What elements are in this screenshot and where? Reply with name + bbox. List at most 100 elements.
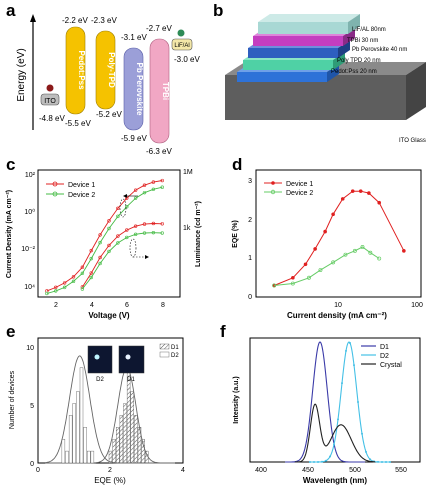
tpbi-label: TPBi	[161, 82, 170, 100]
luminance-point-device-1	[116, 234, 120, 238]
eqe-point-device-1	[291, 275, 295, 280]
spectrum-point-d2	[353, 364, 355, 367]
luminance-point-device-2	[98, 261, 102, 266]
eqe-point-device-2	[343, 252, 348, 257]
y2-tick-label: 1k	[183, 225, 191, 232]
luminance-line-device-1	[82, 223, 163, 288]
jv-point-device-2	[116, 214, 120, 219]
spectrum-point-d2	[337, 418, 339, 421]
y2-axis-label: Luminance (cd m⁻²)	[195, 201, 202, 267]
eqe-point-device-1	[402, 249, 406, 253]
legend-label-d2: D2	[171, 353, 179, 359]
jv-point-device-1	[54, 285, 58, 290]
spectrum-point-d2	[361, 432, 363, 435]
d2-emission-inset	[87, 345, 113, 374]
polytpd-top-energy: -2.3 eV	[91, 16, 117, 25]
y-tick-label: 1	[248, 255, 252, 262]
eqe-point-device-2	[331, 260, 336, 265]
ito-glass-front	[225, 75, 406, 120]
ito-energy: -4.8 eV	[39, 114, 65, 123]
jv-point-device-2	[62, 285, 67, 290]
y-tick-label: 10⁴	[24, 284, 35, 291]
x-tick-label: 400	[255, 467, 267, 474]
jv-point-device-2	[133, 196, 138, 200]
histogram-bar-d2	[76, 391, 80, 464]
jv-point-device-1	[116, 206, 120, 211]
polytpd-layer	[243, 60, 333, 70]
eqe-vs-current-chart: 0 1 2 3 10 100 Current density (mA cm⁻²)…	[232, 169, 423, 320]
x-tick-label: 4	[90, 302, 94, 309]
eqe-line-device-1	[273, 190, 405, 286]
jv-point-device-2	[98, 240, 102, 245]
jv-point-device-1	[62, 281, 67, 285]
tpbi-bar	[149, 38, 170, 144]
eqe-point-device-1	[367, 191, 371, 195]
pedot-layer-side	[327, 64, 339, 82]
d1-emission-inset	[118, 345, 145, 374]
histogram-bar-d1	[108, 450, 113, 464]
eqe-line-device-2	[274, 246, 380, 286]
lifal-layer-top	[258, 14, 360, 22]
x-tick-label: 550	[395, 467, 407, 474]
ito-glass-label: ITO Glass	[399, 138, 426, 144]
perovskite-bar	[123, 47, 144, 131]
spectrum-line-crystal	[295, 403, 376, 463]
x-tick-label: 0	[36, 467, 40, 474]
eqe-point-device-2	[272, 283, 277, 288]
panel-label-e: e	[6, 322, 16, 341]
eqe-point-device-1	[340, 197, 345, 201]
histogram-bar-d2	[61, 438, 66, 464]
x-tick-label: 4	[181, 467, 185, 474]
ito-dot	[46, 84, 54, 92]
panel-label-b: b	[213, 1, 224, 20]
lifal-energy: -3.0 eV	[174, 55, 200, 64]
jv-luminance-chart: 10⁴ 10⁻² 10⁰ 10² 1M 1k 2 4 6 8 Voltage (…	[6, 169, 202, 320]
spectrum-point-d2	[377, 460, 379, 463]
lifal-dot	[177, 29, 185, 37]
jv-point-device-2	[160, 185, 164, 189]
histogram-bar-d2	[68, 415, 73, 464]
spectrum-point-d2	[381, 460, 383, 463]
plot-frame	[249, 337, 421, 463]
legend-label-device-2: Device 2	[286, 190, 313, 197]
d1-emission-spot	[125, 354, 131, 360]
histogram-bar-d1	[119, 415, 124, 464]
polytpd-bottom-energy: -5.2 eV	[96, 110, 122, 119]
y-tick-label: 10⁻²	[21, 246, 35, 253]
tpbi-layer-label: TPBi 30 nm	[347, 38, 378, 44]
luminance-point-device-2	[80, 287, 85, 291]
energy-axis-arrow	[30, 14, 36, 22]
eqe-point-device-1	[350, 189, 355, 193]
y-tick-label: 5	[30, 403, 34, 410]
histogram-bar-d1	[112, 438, 116, 464]
spectrum-point-d2	[345, 349, 347, 352]
legend-label-d1: D1	[380, 344, 389, 351]
jv-point-device-1	[89, 248, 93, 253]
jv-point-device-1	[80, 265, 85, 269]
ito-label: ITO	[44, 98, 56, 105]
luminance-point-device-2	[142, 231, 147, 235]
legend-swatch-d1	[159, 343, 170, 350]
y-axis-label: Current Density (mA cm⁻²)	[6, 190, 13, 278]
eqe-point-device-2	[352, 248, 357, 253]
histogram-bar-d2	[90, 450, 95, 464]
pedot-bottom-energy: -5.5 eV	[65, 119, 91, 128]
eqe-point-device-2	[290, 281, 295, 286]
luminance-point-device-1	[89, 271, 93, 275]
perovskite-bottom-energy: -5.9 eV	[121, 134, 147, 143]
spectrum-point-d2	[321, 460, 323, 463]
y-tick-label: 3	[248, 178, 252, 185]
luminance-point-device-1	[125, 228, 129, 232]
histogram-bar-d2	[87, 450, 91, 464]
jv-point-device-2	[107, 226, 111, 231]
spectrum-point-d2	[389, 460, 391, 463]
lifal-box	[171, 38, 193, 51]
jv-curves-arrowhead	[123, 194, 127, 198]
perovskite-layer-side	[338, 40, 350, 58]
luminance-curves-arrowhead	[145, 255, 149, 259]
panel-label-a: a	[6, 1, 16, 20]
legend-swatch-d2	[159, 351, 170, 358]
energy-level-diagram: Energy (eV) ITO -4.8 eV Pedot:Pss -2.2 e…	[16, 14, 200, 156]
spectrum-point-d2	[365, 450, 367, 453]
perovskite-layer-label: Pb Perovskite 40 nm	[352, 47, 407, 53]
